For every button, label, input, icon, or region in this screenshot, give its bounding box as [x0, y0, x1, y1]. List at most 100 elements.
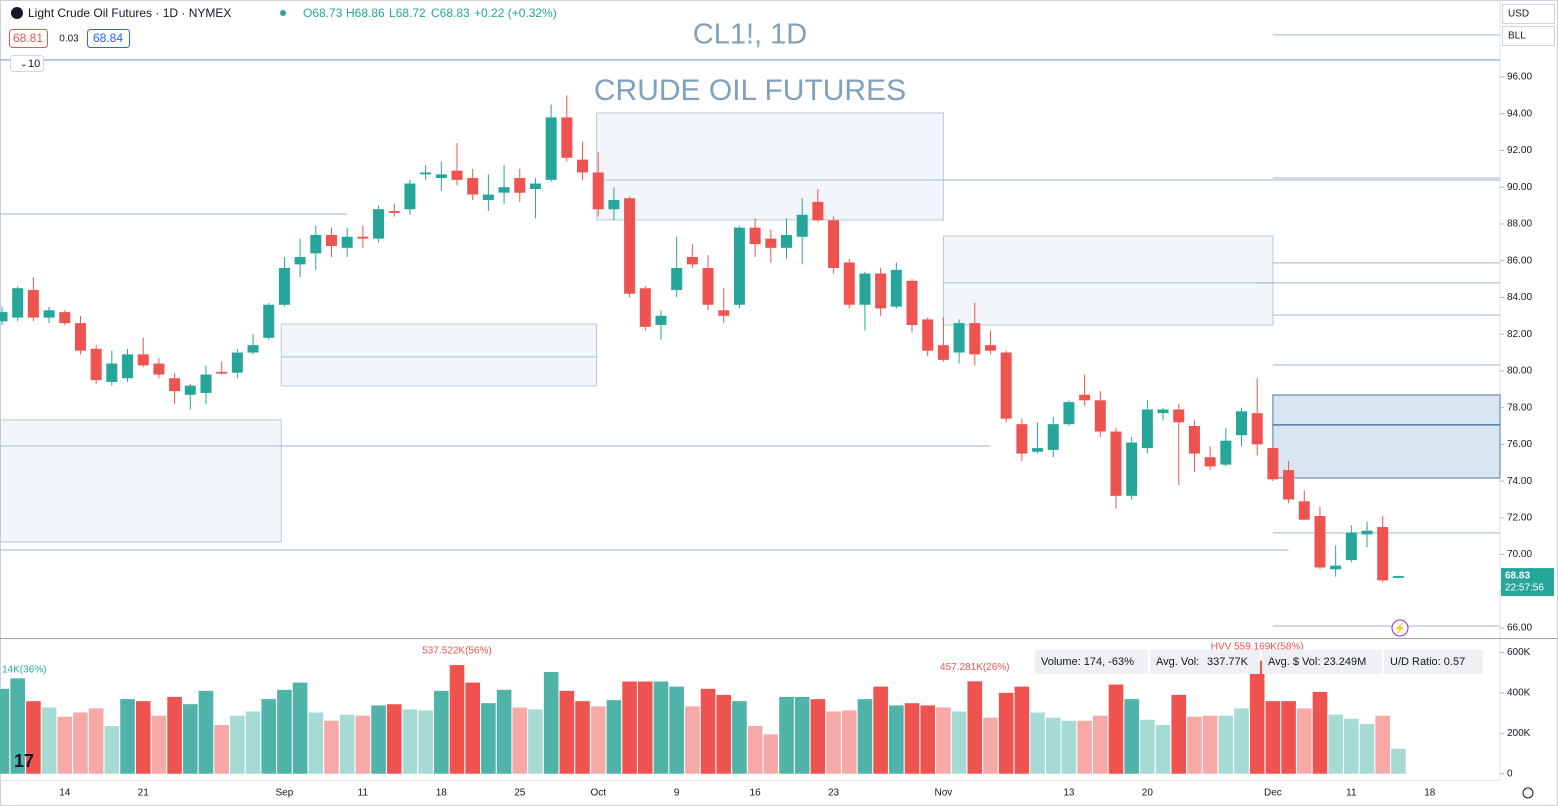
market-status	[280, 10, 286, 16]
unit-box[interactable]	[1502, 26, 1555, 46]
candle-body	[435, 174, 447, 179]
price-tick-label: 72.00	[1507, 512, 1532, 523]
watermark-symbol: CL1!, 1D	[693, 19, 807, 51]
volume-bar	[810, 699, 826, 774]
candle-body	[969, 323, 981, 355]
candle-body	[561, 117, 573, 158]
price-tick-label: 88.00	[1507, 219, 1532, 230]
symbol-title[interactable]: Light Crude Oil Futures · 1D · NYMEX	[28, 6, 231, 20]
countdown: 22:57:56	[1505, 583, 1544, 594]
stat: Volume: 174, -63%	[1041, 656, 1134, 668]
volume-bar	[826, 711, 841, 774]
candle-body	[1188, 426, 1200, 454]
volume-bar	[104, 726, 120, 774]
volume-bar	[1124, 699, 1139, 774]
ask: 68.84	[93, 31, 123, 45]
volume-bar	[230, 715, 245, 774]
currency-box[interactable]	[1502, 4, 1555, 24]
toggle-arrow: ⌄	[20, 58, 28, 68]
volume-bar	[606, 700, 622, 774]
candle-body	[1063, 402, 1075, 425]
candle-body	[1377, 527, 1389, 581]
candle-body	[1126, 442, 1138, 496]
volume-bar	[779, 696, 794, 774]
time-tick-label: 23	[828, 788, 840, 799]
stat-box	[1262, 650, 1382, 674]
candle-body	[890, 269, 902, 307]
volume-bar	[182, 704, 198, 774]
bid: 68.81	[13, 31, 43, 45]
candle-body	[1220, 440, 1232, 465]
candle-body	[310, 234, 322, 254]
volume-bar	[873, 686, 888, 774]
candle-body	[294, 257, 306, 265]
volume-bar	[120, 699, 135, 774]
candle-body	[843, 262, 855, 305]
event-icon[interactable]	[1391, 619, 1409, 637]
change-label: +0.22 (+0.32%)	[474, 6, 557, 20]
candle-body	[122, 354, 134, 379]
candle-body	[106, 363, 118, 382]
zone	[0, 419, 282, 543]
time-tick-label: Nov	[935, 788, 953, 799]
candle-body	[859, 273, 871, 305]
candle-body	[325, 234, 337, 246]
volume-bar	[528, 709, 543, 774]
candle-body	[749, 227, 761, 245]
high-label: H68.86	[346, 6, 385, 20]
indicator-toggle-box[interactable]	[10, 55, 44, 72]
candle-body	[875, 273, 887, 309]
candle-body	[1157, 409, 1169, 414]
candle-body	[373, 209, 385, 239]
unit: BLL	[1508, 31, 1526, 42]
open-label: O68.73	[303, 6, 343, 20]
time-tick-label: 20	[1142, 788, 1154, 799]
volume-bar	[73, 712, 88, 774]
volume-bar	[465, 682, 480, 774]
time-tick-label: 14	[59, 788, 71, 799]
volume-bar	[559, 690, 575, 774]
volume-bar	[732, 701, 747, 774]
candle-body	[263, 304, 275, 338]
stat-box	[1035, 650, 1148, 674]
volume-bar	[951, 711, 967, 774]
volume-bar	[904, 703, 920, 774]
settings-icon[interactable]	[1522, 787, 1534, 799]
volume-bar	[167, 696, 182, 774]
zone	[280, 323, 598, 387]
candle-body	[796, 214, 808, 237]
ask-box[interactable]	[87, 29, 130, 48]
volume-bar	[1171, 694, 1187, 774]
candle-body	[922, 319, 934, 351]
candle-body	[467, 178, 479, 195]
price-tick-label: 76.00	[1507, 439, 1532, 450]
candle-body	[1204, 457, 1216, 467]
bid-box[interactable]	[9, 29, 48, 48]
price-tick-label: 70.00	[1507, 549, 1532, 560]
volume-bar	[653, 681, 669, 774]
candle-body	[953, 323, 965, 353]
candle-body	[828, 220, 840, 269]
volume-bar	[622, 681, 637, 774]
volume-bar	[481, 703, 496, 774]
volume-bar	[1296, 708, 1312, 774]
price-tag-label: 68.83	[1505, 571, 1530, 582]
candle-body	[1016, 424, 1028, 454]
volume-bar	[1359, 724, 1375, 774]
candle-body	[1141, 409, 1153, 449]
volume-bar	[1155, 725, 1171, 774]
candle-body	[184, 385, 196, 395]
candle-body	[1392, 576, 1404, 578]
price-tick-label: 94.00	[1507, 108, 1532, 119]
volume-bar	[998, 692, 1014, 774]
volume-bar	[575, 701, 590, 774]
volume-bar	[1344, 718, 1359, 774]
candle-body	[216, 371, 228, 374]
volume-bar	[386, 704, 402, 774]
volume-bar	[889, 705, 904, 774]
candle-body	[1283, 470, 1295, 500]
time-tick-label: 11	[358, 788, 369, 799]
price-tick-label: 80.00	[1507, 366, 1532, 377]
volume-bar	[261, 699, 277, 774]
time-tick-label: 18	[1424, 788, 1436, 799]
